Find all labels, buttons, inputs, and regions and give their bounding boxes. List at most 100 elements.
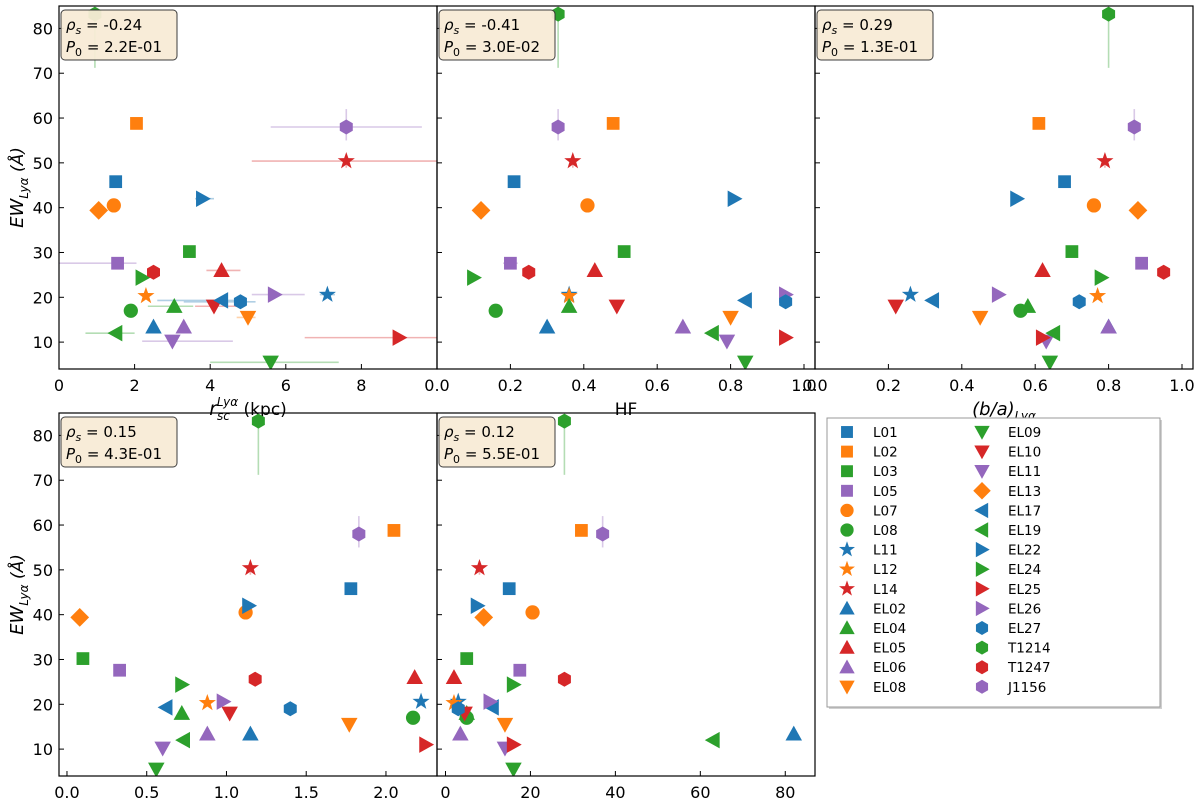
legend-item-EL08: EL08 <box>839 680 906 696</box>
point-EL08 <box>496 717 514 733</box>
point-T1247 <box>248 671 262 687</box>
point-EL09 <box>1041 355 1059 369</box>
legend-marker-L03 <box>841 465 853 478</box>
point-EL05 <box>213 262 230 278</box>
legend-frame <box>826 417 1161 708</box>
point-L05 <box>111 256 124 270</box>
point-L12 <box>198 693 216 711</box>
point-EL05 <box>1034 262 1051 278</box>
legend-label-J1156: J1156 <box>1007 680 1046 696</box>
x-tick-label-hf: 0.0 <box>424 376 449 395</box>
x-axis-label-rsc: rscLyα (kpc) <box>209 395 287 423</box>
point-T1214 <box>1102 6 1116 22</box>
point-EL05 <box>445 669 463 685</box>
point-EL26 <box>991 286 1007 303</box>
x-tick-label-rsc: 0 <box>54 376 64 395</box>
point-L03 <box>183 245 196 258</box>
point-L03 <box>617 245 631 258</box>
p0-label-rsc: P0 = 2.2E-01 <box>66 38 162 59</box>
legend-item-L05: L05 <box>841 484 898 500</box>
legend-label-EL11: EL11 <box>1008 464 1041 480</box>
legend-marker-L05 <box>841 484 853 497</box>
point-L11 <box>901 285 919 302</box>
legend-item-EL06: EL06 <box>839 659 906 676</box>
legend: L01 L02 L03 L05 L07 L08 L11 L12 L14 EL02 EL04 EL05 E… <box>826 417 1162 709</box>
point-L03 <box>1065 245 1079 258</box>
legend-label-EL26: EL26 <box>1008 601 1041 617</box>
point-J1156 <box>551 119 565 135</box>
point-L07 <box>106 198 121 213</box>
plot-area-rsc <box>59 6 437 369</box>
legend-marker-EL17 <box>974 502 989 519</box>
point-L01 <box>344 582 358 596</box>
point-EL17 <box>213 292 229 309</box>
point-EL17 <box>737 292 752 309</box>
axes-frame-ba <box>814 5 1194 370</box>
point-J1156 <box>1127 119 1141 135</box>
point-EL02 <box>242 725 259 741</box>
point-EL06 <box>199 725 216 741</box>
point-EL10 <box>221 706 238 722</box>
point-EL13 <box>474 607 494 627</box>
legend-marker-EL05 <box>839 639 855 654</box>
point-EL22 <box>196 190 211 207</box>
legend-marker-EL04 <box>839 620 855 635</box>
legend-marker-T1214 <box>975 640 989 655</box>
x-tick-label-ba: 0.6 <box>1022 376 1047 395</box>
point-EL09 <box>262 355 279 369</box>
legend-item-EL25: EL25 <box>975 581 1041 598</box>
legend-label-EL05: EL05 <box>873 641 906 657</box>
point-J1156 <box>596 526 610 542</box>
point-T1247 <box>147 264 160 280</box>
legend-marker-EL06 <box>839 659 855 674</box>
point-L12 <box>1089 286 1107 304</box>
panel-rsc: 0 2 4 6 8 10 20 30 40 50 60 70 80 rscLyα (kpc) ρs = -0… <box>6 5 438 423</box>
legend-label-T1247: T1247 <box>1007 660 1051 676</box>
point-EL02 <box>538 318 556 334</box>
point-EL26 <box>267 286 283 303</box>
legend-item-EL09: EL09 <box>974 425 1041 441</box>
legend-item-EL26: EL26 <box>975 600 1041 617</box>
error-bars-dc <box>249 421 360 594</box>
point-L12 <box>560 286 578 304</box>
legend-label-L12: L12 <box>873 562 898 578</box>
legend-label-L07: L07 <box>873 503 898 519</box>
point-L14 <box>470 559 489 576</box>
point-L08 <box>123 303 138 318</box>
point-EL24 <box>506 676 522 693</box>
point-EL19 <box>107 324 123 342</box>
legend-marker-L11 <box>839 541 855 557</box>
x-tick-label-dpa: 40 <box>605 783 625 802</box>
point-EL27 <box>779 294 793 310</box>
y-tick-label-rsc: 30 <box>33 243 53 262</box>
point-EL22 <box>470 597 486 614</box>
point-EL19 <box>175 731 191 749</box>
point-L05 <box>113 663 126 677</box>
legend-label-EL19: EL19 <box>1008 523 1041 539</box>
y-tick-label-rsc: 20 <box>33 288 53 307</box>
point-EL05 <box>586 262 604 278</box>
legend-marker-EL25 <box>975 581 990 597</box>
point-EL08 <box>722 310 739 326</box>
legend-label-EL02: EL02 <box>873 601 906 617</box>
point-EL10 <box>608 299 626 315</box>
legend-marker-L02 <box>841 445 853 458</box>
x-tick-label-dc: 2.0 <box>373 783 398 802</box>
x-tick-label-dc: 1.5 <box>293 783 318 802</box>
legend-marker-EL11 <box>974 465 990 479</box>
point-EL11 <box>154 741 171 757</box>
legend-marker-EL22 <box>975 541 990 558</box>
y-tick-label-dc: 50 <box>33 561 53 580</box>
legend-item-L12: L12 <box>839 560 898 578</box>
legend-marker-EL02 <box>839 600 855 615</box>
point-EL13 <box>1128 200 1148 220</box>
legend-item-EL17: EL17 <box>974 502 1041 519</box>
legend-label-EL08: EL08 <box>873 680 906 696</box>
point-L07 <box>525 605 540 620</box>
point-EL22 <box>242 597 258 614</box>
p0-label-dpa: P0 = 5.5E-01 <box>444 445 540 466</box>
